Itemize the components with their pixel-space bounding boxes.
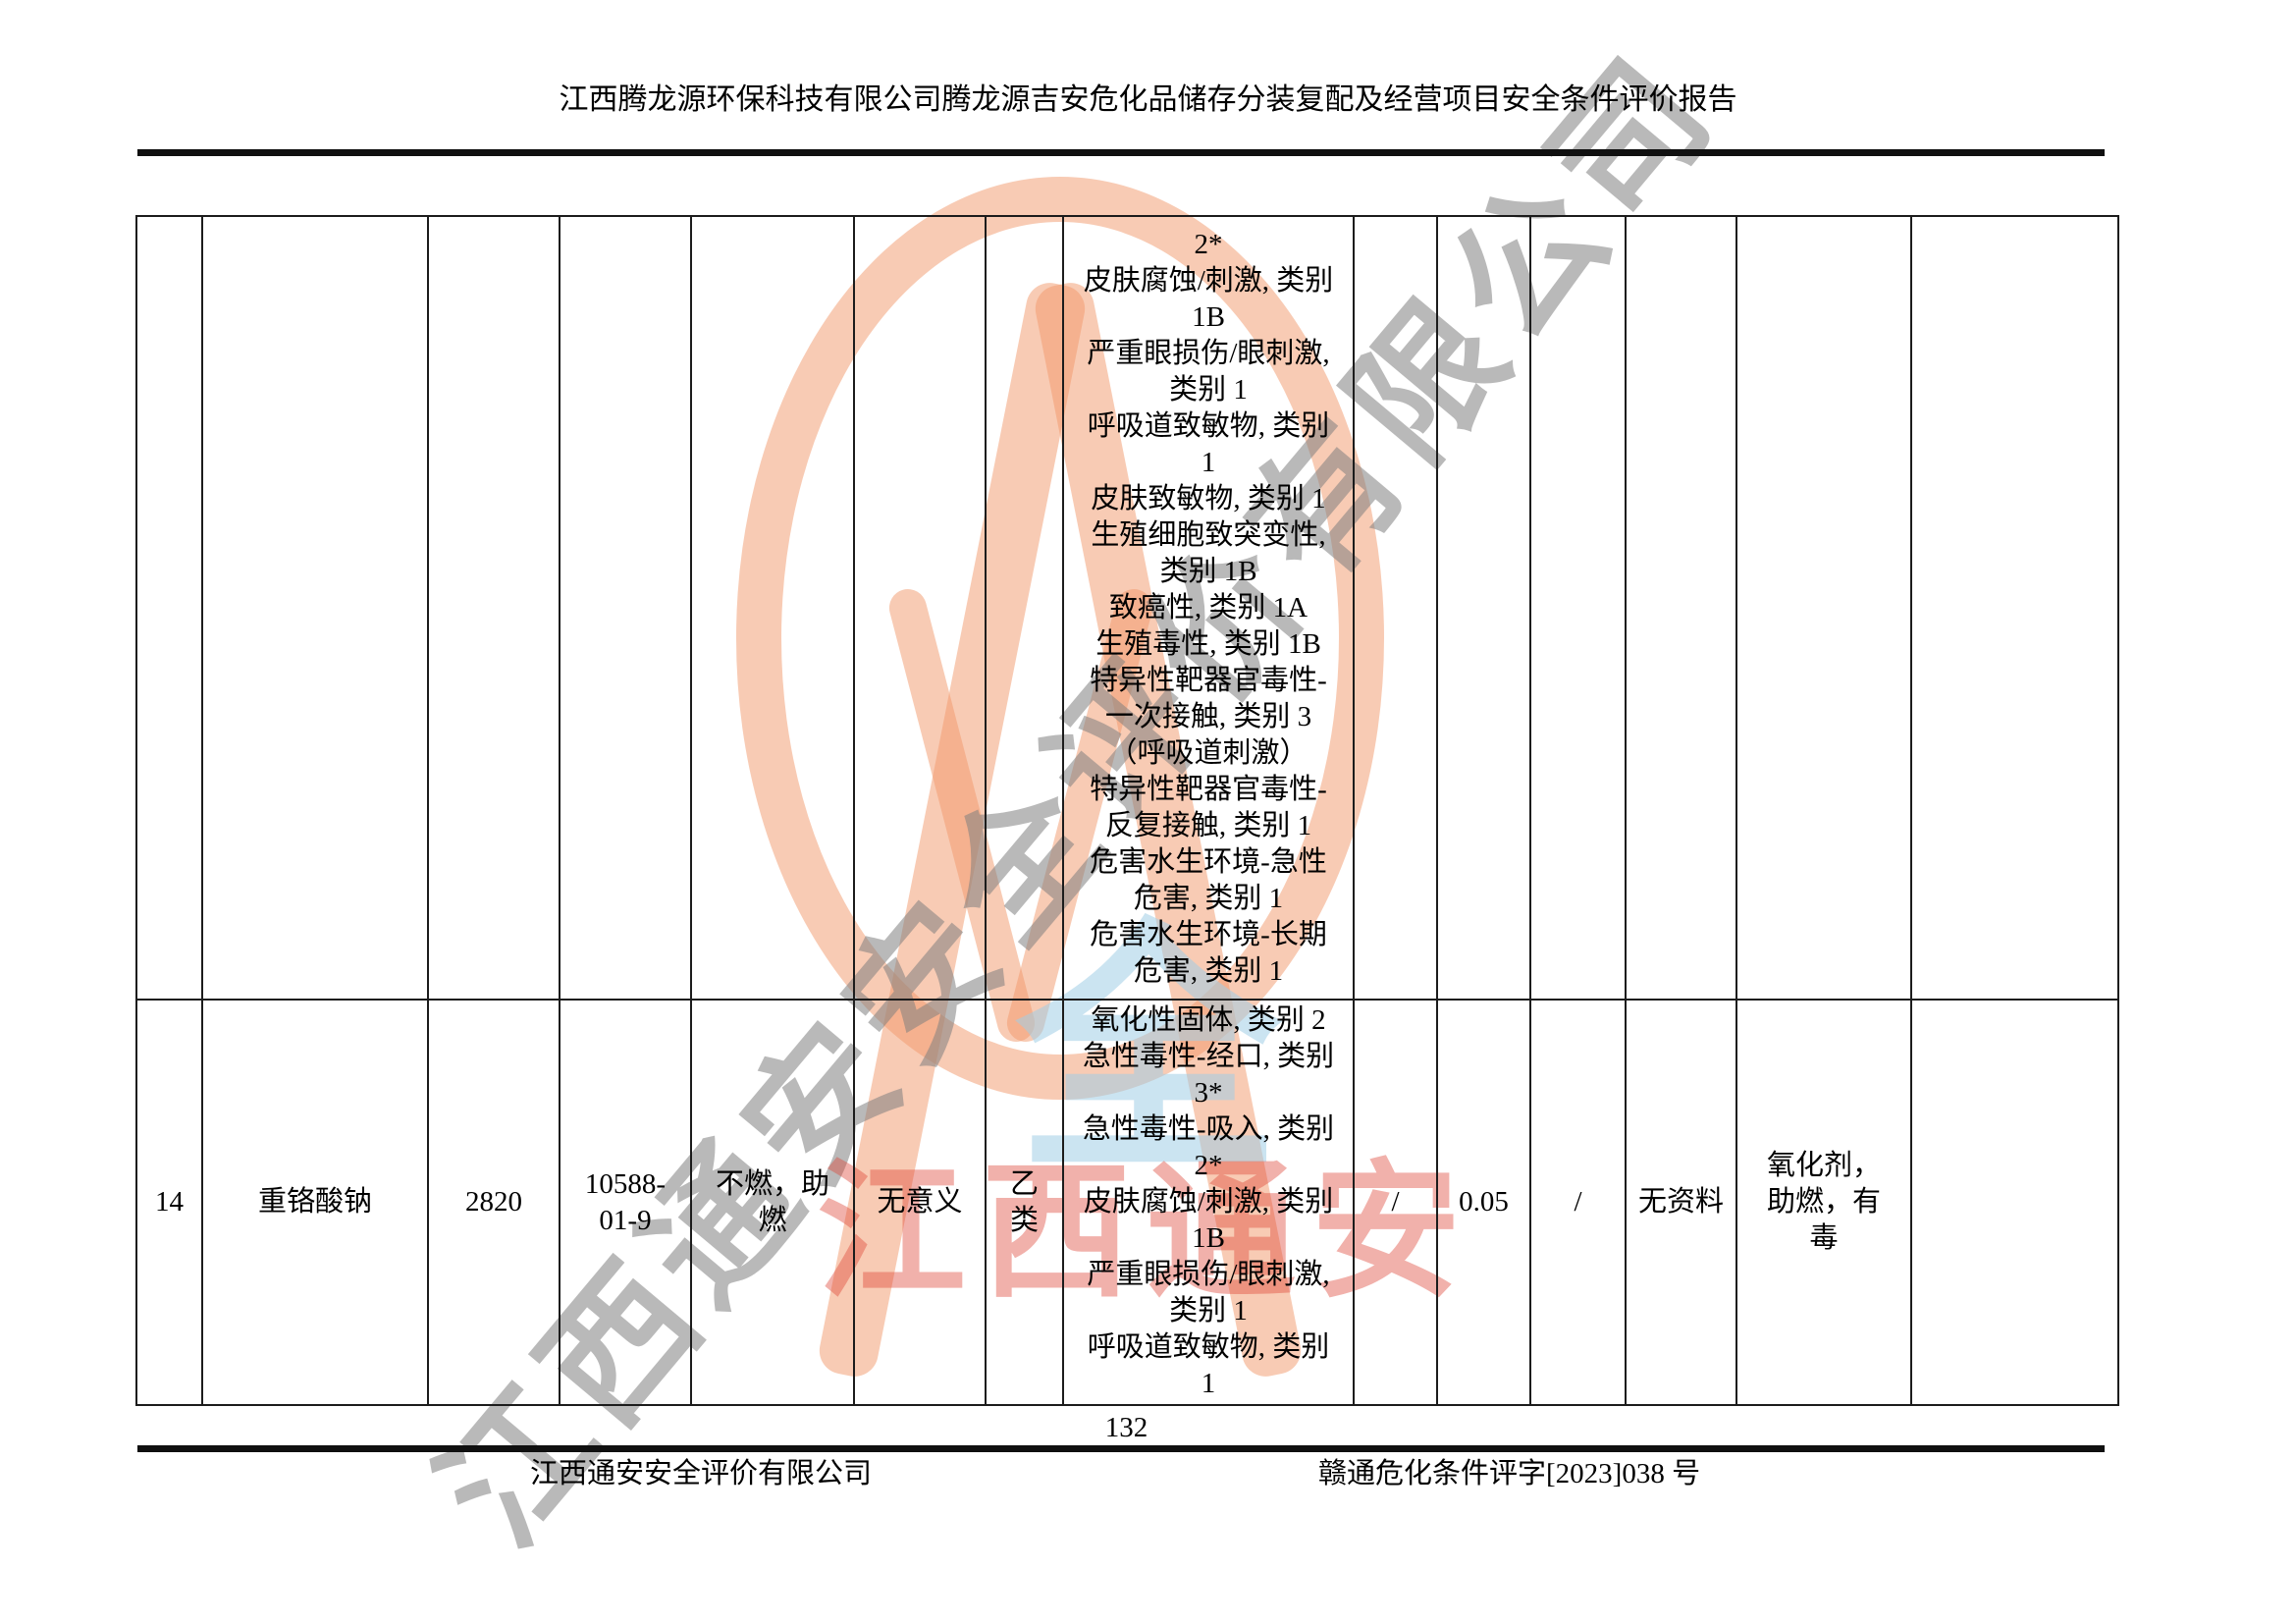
footer-company-name: 江西通安安全评价有限公司 — [530, 1458, 873, 1489]
table-cell-serial: 14 — [135, 999, 203, 1406]
footer-document-number: 赣通危化条件评字[2023]038 号 — [1318, 1458, 1701, 1489]
hazard-table: 2* 皮肤腐蚀/刺激, 类别 1B 严重眼损伤/眼刺激, 类别 1 呼吸道致敏物… — [135, 215, 2119, 1406]
table-cell — [135, 215, 203, 1001]
table-cell — [559, 215, 692, 1001]
table-cell — [1910, 215, 2119, 1001]
table-row-continuation: 2* 皮肤腐蚀/刺激, 类别 1B 严重眼损伤/眼刺激, 类别 1 呼吸道致敏物… — [135, 215, 2119, 1001]
table-cell-meaningless: 无意义 — [853, 999, 987, 1406]
table-cell-flammability: 不燃，助 燃 — [690, 999, 855, 1406]
table-cell-class: 乙 类 — [985, 999, 1064, 1406]
table-cell-un-number: 2820 — [427, 999, 561, 1406]
table-cell-hazard-categories: 氧化性固体, 类别 2 急性毒性-经口, 类别 3* 急性毒性-吸入, 类别 2… — [1062, 999, 1355, 1406]
table-cell — [1436, 215, 1531, 1001]
table-cell-hazard-properties: 氧化剂， 助燃，有 毒 — [1735, 999, 1912, 1406]
table-cell-no-data: 无资料 — [1625, 999, 1737, 1406]
table-cell — [1910, 999, 2119, 1406]
table-cell-slash: / — [1353, 999, 1438, 1406]
table-cell — [1353, 215, 1438, 1001]
header-rule — [137, 149, 2105, 156]
table-cell-hazard-categories: 2* 皮肤腐蚀/刺激, 类别 1B 严重眼损伤/眼刺激, 类别 1 呼吸道致敏物… — [1062, 215, 1355, 1001]
table-cell — [1529, 215, 1627, 1001]
table-cell-chemical-name: 重铬酸钠 — [201, 999, 429, 1406]
page-title: 江西腾龙源环保科技有限公司腾龙源吉安危化品储存分装复配及经营项目安全条件评价报告 — [559, 83, 1737, 116]
table-cell — [1625, 215, 1737, 1001]
table-cell — [985, 215, 1064, 1001]
table-cell — [1735, 215, 1912, 1001]
table-cell — [853, 215, 987, 1001]
table-cell — [690, 215, 855, 1001]
table-cell-cas-number: 10588- 01-9 — [559, 999, 692, 1406]
table-cell-slash: / — [1529, 999, 1627, 1406]
table-cell-limit-value: 0.05 — [1436, 999, 1531, 1406]
table-cell — [427, 215, 561, 1001]
page-number: 132 — [1104, 1412, 1148, 1443]
table-row-item-14: 14 重铬酸钠 2820 10588- 01-9 不燃，助 燃 无意义 乙 类 … — [135, 999, 2119, 1406]
footer-rule — [137, 1445, 2105, 1452]
table-cell — [201, 215, 429, 1001]
